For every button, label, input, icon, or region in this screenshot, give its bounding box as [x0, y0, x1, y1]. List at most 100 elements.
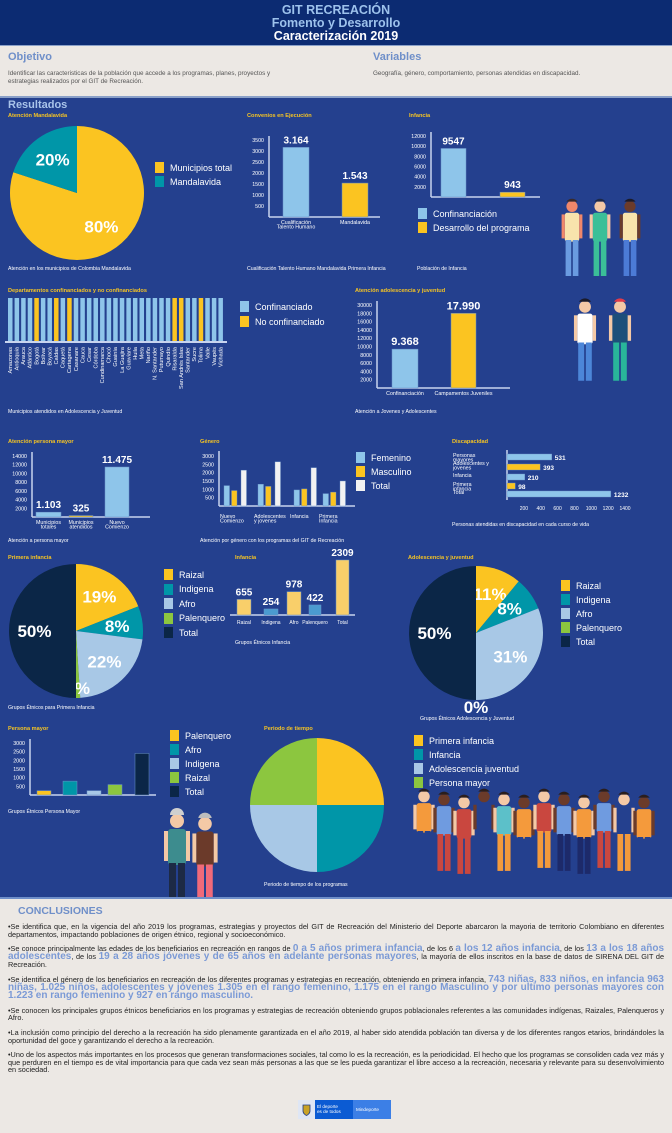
- legend-label: Municipios total: [170, 162, 233, 173]
- department-bar: [14, 298, 20, 341]
- bar: [286, 591, 302, 616]
- person-torso: [496, 806, 512, 836]
- person-arm: [453, 810, 457, 836]
- department-bar: [132, 298, 138, 341]
- pie-slice: [317, 805, 384, 872]
- coat-of-arms-icon: [298, 1100, 315, 1119]
- objetivo-text: Identificar las caracteristicas de la po…: [8, 70, 271, 85]
- person-arm: [413, 804, 417, 830]
- person-arm: [433, 807, 437, 833]
- legend-swatch: [170, 758, 179, 769]
- person-torso: [577, 313, 593, 345]
- person-arm: [491, 804, 495, 830]
- chart-title: Primera infancia: [8, 555, 52, 561]
- chart-title: Atención persona mayor: [8, 439, 74, 445]
- legend-item: Total: [561, 636, 595, 647]
- legend-item: Desarrollo del programa: [418, 222, 530, 233]
- chart-caption: Población de Infancia: [417, 266, 467, 272]
- bar-value-label: 1.543: [342, 171, 367, 182]
- person-arm: [561, 214, 565, 239]
- department-bar: [60, 298, 66, 341]
- department-bar: [192, 298, 197, 341]
- bar: [68, 515, 94, 518]
- legend-swatch: [240, 316, 249, 327]
- legend-item: Confinanciación: [418, 208, 497, 219]
- legend-label: Afro: [179, 598, 196, 609]
- department-label: Vaupés: [212, 347, 218, 366]
- objetivo-heading: Objetivo: [8, 51, 53, 63]
- bar-value-label: 1.103: [36, 500, 61, 511]
- y-tick-label: 1000: [252, 193, 264, 199]
- bar-chart: 500 1000 1500 2000 2500 3000 3500 3.164 Cualific…: [252, 135, 380, 231]
- person-leg: [572, 240, 579, 276]
- pie-percent-label: 8%: [497, 600, 522, 619]
- person-leg: [544, 831, 551, 868]
- department-label: Cartagena: [67, 346, 73, 373]
- legend-item: Masculino: [356, 466, 412, 477]
- person-arm: [619, 214, 623, 239]
- person-arm: [608, 315, 613, 341]
- legend-item: Total: [164, 627, 198, 638]
- paragraph-text: , de los: [71, 952, 99, 962]
- person-head: [478, 790, 490, 803]
- pie-slice: [13, 126, 77, 193]
- person-leg: [484, 831, 491, 868]
- category-label: Total: [453, 490, 464, 496]
- variables-text: Geografía, género, comportamiento, perso…: [373, 70, 581, 77]
- person-torso: [556, 806, 572, 836]
- person-torso: [616, 806, 632, 836]
- x-tick-label: 600: [553, 506, 562, 512]
- legend-item: Afro: [164, 598, 196, 609]
- bar: [134, 753, 150, 796]
- y-tick-label: 14000: [357, 328, 372, 334]
- legend-label: Raizal: [185, 772, 211, 783]
- y-tick-label: 2500: [13, 750, 25, 756]
- bar: [293, 489, 300, 507]
- person-torso: [196, 831, 214, 867]
- department-label: Valle: [205, 347, 211, 359]
- pie-percent-label: 8%: [105, 617, 130, 636]
- category-label: Afro: [289, 620, 298, 626]
- legend-label: Indigena: [185, 758, 220, 769]
- paragraph-text: •Se conocen los principales grupos étnic…: [8, 1005, 664, 1023]
- legend-swatch: [414, 777, 423, 788]
- department-bar: [139, 298, 145, 341]
- person-leg: [577, 837, 584, 874]
- department-bar: [54, 298, 59, 341]
- bar: [310, 467, 317, 507]
- conclusion-paragraph: •Se identifica que, en la vigencia del a…: [8, 923, 664, 938]
- legend-item: Palenquero: [170, 730, 231, 741]
- bar-value-label: 9.368: [391, 336, 419, 348]
- person-leg: [457, 837, 464, 874]
- y-tick-label: 1500: [202, 479, 214, 485]
- person-arm: [592, 315, 597, 341]
- department-label: La Guajira: [120, 346, 126, 373]
- department-label: Guainía: [113, 346, 119, 366]
- legend-swatch: [356, 480, 365, 491]
- conclusions-section: CONCLUSIONES •Se identifica que, en la v…: [0, 897, 672, 1133]
- y-tick-label: 8000: [15, 480, 27, 486]
- person-leg: [600, 240, 607, 276]
- bar: [62, 780, 78, 796]
- person-arm: [651, 810, 655, 836]
- person-torso: [536, 803, 552, 833]
- conclusion-paragraph: •Se conocen los principales grupos étnic…: [8, 1007, 664, 1022]
- department-label: Córdoba: [93, 346, 99, 368]
- chart-caption: Grupos Étnicos Persona Mayor: [8, 809, 81, 815]
- person-torso: [596, 803, 612, 833]
- category-label: Palenquero: [302, 620, 328, 626]
- department-label: Amazonas: [8, 347, 14, 374]
- category-label: Adolescentes y jovenes: [452, 461, 489, 472]
- legend-item: Indigena: [164, 583, 214, 595]
- department-bar: [146, 298, 151, 341]
- bar-value-label: 98: [518, 484, 526, 491]
- person-leg: [497, 834, 504, 871]
- chart-title: Atención adolescencia y juventud: [355, 288, 446, 294]
- y-tick-label: 1000: [202, 487, 214, 493]
- person-torso: [564, 212, 580, 242]
- person-arm: [553, 807, 557, 833]
- y-tick-label: 12000: [357, 336, 372, 342]
- bar: [265, 486, 272, 507]
- pie-percent-label: 50%: [17, 622, 51, 641]
- department-bar: [205, 298, 210, 341]
